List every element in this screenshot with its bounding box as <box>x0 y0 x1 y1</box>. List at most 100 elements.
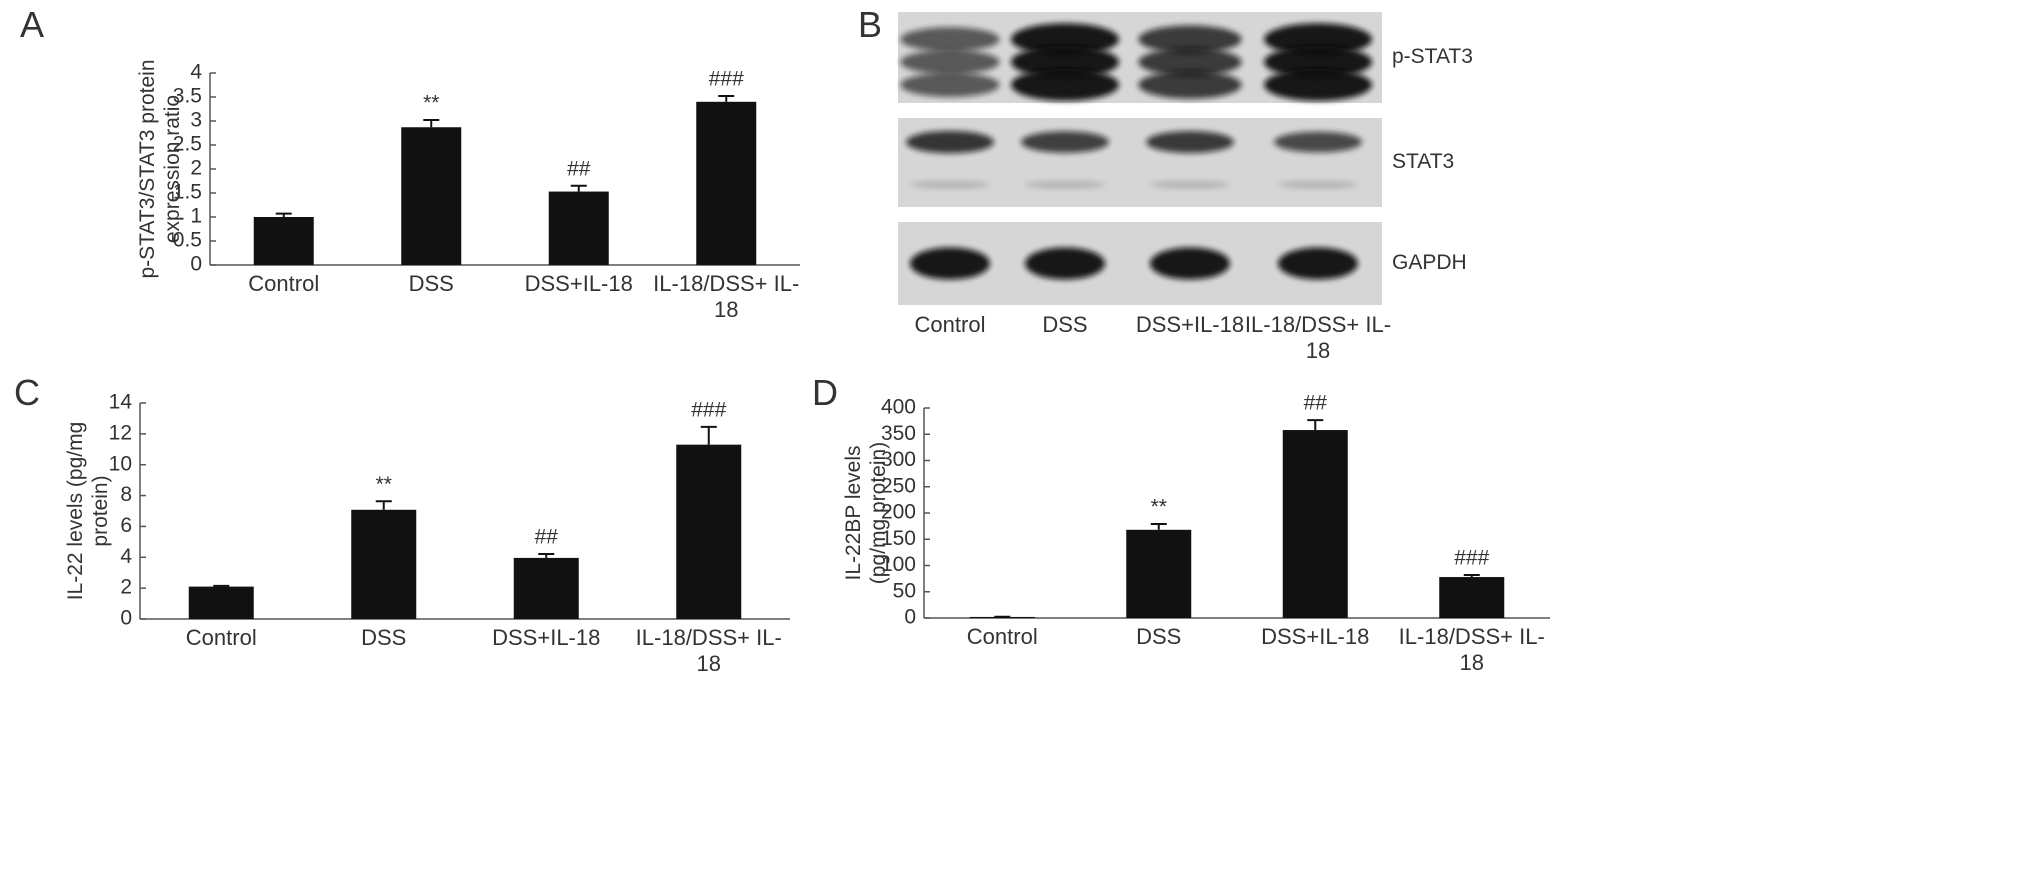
y-tick-label: 0.5 <box>173 229 202 252</box>
y-tick-label: 0 <box>904 606 916 629</box>
blot-band <box>1011 68 1119 101</box>
y-tick-label: 2 <box>120 576 132 599</box>
y-tick-label: 400 <box>881 396 916 419</box>
error-bar <box>275 212 292 217</box>
x-tick-label: Control <box>185 625 257 650</box>
blot-band <box>1138 25 1242 54</box>
y-tick-label: 3.5 <box>173 85 202 108</box>
blot-band <box>1150 247 1230 280</box>
annotation: ### <box>691 398 726 421</box>
y-tick-label: 12 <box>109 421 132 444</box>
error-bar <box>375 500 392 510</box>
blot-band <box>900 27 1000 52</box>
blot-band <box>1278 247 1358 280</box>
blot-band <box>1025 247 1105 280</box>
bar <box>188 586 254 619</box>
error-bar <box>1150 523 1167 530</box>
error-bar <box>1307 419 1324 431</box>
error-bar <box>700 425 717 445</box>
panel-label: A <box>20 4 45 45</box>
y-tick-label: 1.5 <box>173 181 202 204</box>
bar <box>401 127 462 266</box>
panel-label: B <box>858 4 883 45</box>
y-tick-label: 8 <box>120 483 132 506</box>
y-tick-label: 200 <box>881 501 916 524</box>
bar <box>1126 529 1192 618</box>
error-bar <box>1463 573 1480 578</box>
x-tick-label: DSS+IL-18 <box>524 271 633 296</box>
y-tick-label: 50 <box>893 579 916 602</box>
y-tick-label: 300 <box>881 448 916 471</box>
blot-band <box>1011 46 1119 79</box>
blot-band <box>910 247 990 280</box>
blot-band <box>1264 46 1372 79</box>
annotation: ## <box>535 526 559 549</box>
bar <box>1439 577 1505 618</box>
annotation: ## <box>567 157 591 180</box>
x-tick-label: IL-18/DSS+ IL-18 <box>1398 624 1545 675</box>
y-tick-label: 4 <box>190 61 202 84</box>
error-bar <box>538 553 555 558</box>
blot-lane-label: Control <box>914 312 986 337</box>
y-tick-label: 350 <box>881 422 916 445</box>
y-tick-label: 6 <box>120 514 132 537</box>
x-tick-label: DSS <box>408 271 454 296</box>
x-tick-label: DSS <box>361 625 407 650</box>
bar <box>548 191 609 265</box>
bar <box>351 509 417 619</box>
y-tick-label: 0 <box>190 253 202 276</box>
blot-band <box>1011 23 1119 56</box>
y-axis-title: IL-22 levels (pg/mg protein) <box>64 421 112 601</box>
annotation: ### <box>1454 546 1489 569</box>
annotation: ## <box>1304 392 1328 415</box>
blot-band <box>1146 131 1234 154</box>
x-tick-label: DSS+IL-18 <box>492 625 601 650</box>
y-tick-label: 4 <box>120 545 132 568</box>
y-tick-label: 3 <box>190 109 202 132</box>
y-tick-label: 150 <box>881 527 916 550</box>
panel-label: C <box>14 372 40 413</box>
y-tick-label: 10 <box>109 452 132 475</box>
blot-band <box>906 130 994 154</box>
y-tick-label: 250 <box>881 474 916 497</box>
annotation: ** <box>1151 496 1167 519</box>
blot-lane-label: DSS+IL-18 <box>1135 312 1245 337</box>
blot-lane-label: IL-18/DSS+ IL-18 <box>1244 312 1392 363</box>
blot-band <box>900 49 1000 75</box>
annotation: ** <box>376 473 392 496</box>
blot-band <box>1138 48 1242 76</box>
blot-band <box>1025 180 1105 189</box>
blot-row-label: GAPDH <box>1392 251 1467 274</box>
annotation: ** <box>423 92 439 115</box>
blot-band <box>1021 131 1109 153</box>
y-tick-label: 2 <box>190 157 202 180</box>
blot-band <box>1278 180 1358 189</box>
y-tick-label: 1 <box>190 205 202 228</box>
blot-background <box>898 118 1382 207</box>
blot-lane-label: DSS <box>1042 312 1088 337</box>
blot-row-label: STAT3 <box>1392 150 1454 173</box>
x-tick-label: DSS <box>1136 624 1182 649</box>
error-bar <box>718 95 735 102</box>
panel-label: D <box>812 372 838 413</box>
x-tick-label: Control <box>966 624 1038 649</box>
bar <box>253 217 314 265</box>
annotation: ### <box>709 68 744 91</box>
blot-band <box>900 72 1000 97</box>
bar <box>696 101 757 265</box>
blot-band <box>1138 70 1242 99</box>
blot-band <box>1264 68 1372 101</box>
error-bar <box>213 584 230 587</box>
y-tick-label: 0 <box>120 607 132 630</box>
y-tick-label: 2.5 <box>173 133 202 156</box>
x-tick-label: IL-18/DSS+ IL-18 <box>653 271 800 322</box>
y-tick-label: 100 <box>881 553 916 576</box>
blot-band <box>1274 131 1362 153</box>
blot-band <box>1150 180 1230 189</box>
y-axis-title: IL-22BP levels (pg/mg protein) <box>842 441 890 585</box>
y-axis-title: p-STAT3/STAT3 protein expression ratio <box>136 59 184 279</box>
y-tick-label: 14 <box>109 391 133 414</box>
blot-band <box>1264 23 1372 56</box>
error-bar <box>570 184 587 192</box>
